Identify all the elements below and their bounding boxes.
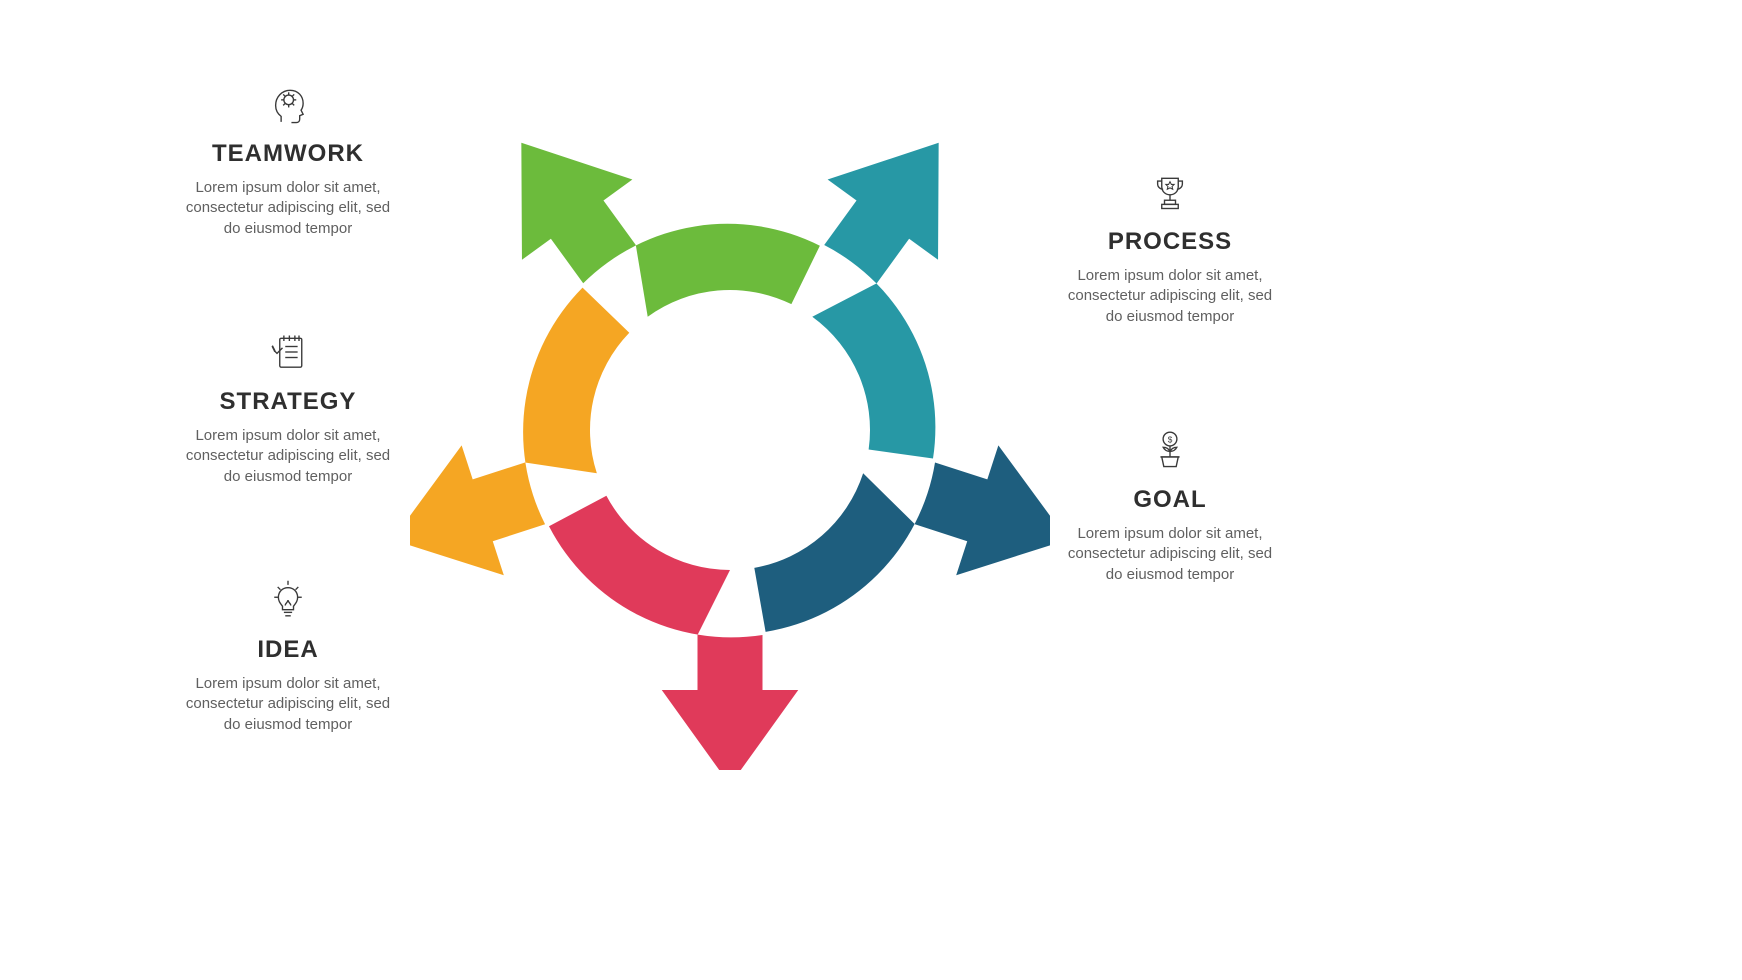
item-title: TEAMWORK xyxy=(158,140,418,168)
item-desc: Lorem ipsum dolor sit amet, consectetur … xyxy=(178,426,398,487)
item-title: PROCESS xyxy=(1040,228,1300,256)
item-desc: Lorem ipsum dolor sit amet, consectetur … xyxy=(178,674,398,735)
arrow-segment-green xyxy=(521,143,820,317)
item-strategy: STRATEGY Lorem ipsum dolor sit amet, con… xyxy=(158,330,418,487)
money-plant-icon: $ xyxy=(1148,428,1192,472)
notepad-check-icon xyxy=(266,330,310,374)
arrow-segment-dark-blue xyxy=(754,445,1050,631)
item-title: IDEA xyxy=(158,636,418,664)
head-gear-icon xyxy=(266,82,310,126)
infographic-stage: TEAMWORK Lorem ipsum dolor sit amet, con… xyxy=(0,0,1742,980)
item-goal: $ GOAL Lorem ipsum dolor sit amet, conse… xyxy=(1040,428,1300,585)
item-desc: Lorem ipsum dolor sit amet, consectetur … xyxy=(1060,524,1280,585)
item-process: PROCESS Lorem ipsum dolor sit amet, cons… xyxy=(1040,170,1300,327)
circular-arrows-diagram xyxy=(410,90,1050,770)
item-teamwork: TEAMWORK Lorem ipsum dolor sit amet, con… xyxy=(158,82,418,239)
svg-text:$: $ xyxy=(1168,435,1173,444)
arrow-segment-teal xyxy=(812,143,938,459)
item-title: GOAL xyxy=(1040,486,1300,514)
item-desc: Lorem ipsum dolor sit amet, consectetur … xyxy=(178,178,398,239)
item-title: STRATEGY xyxy=(158,388,418,416)
item-desc: Lorem ipsum dolor sit amet, consectetur … xyxy=(1060,266,1280,327)
arrow-segment-red xyxy=(549,496,798,770)
trophy-icon xyxy=(1148,170,1192,214)
lightbulb-icon xyxy=(266,578,310,622)
item-idea: IDEA Lorem ipsum dolor sit amet, consect… xyxy=(158,578,418,735)
